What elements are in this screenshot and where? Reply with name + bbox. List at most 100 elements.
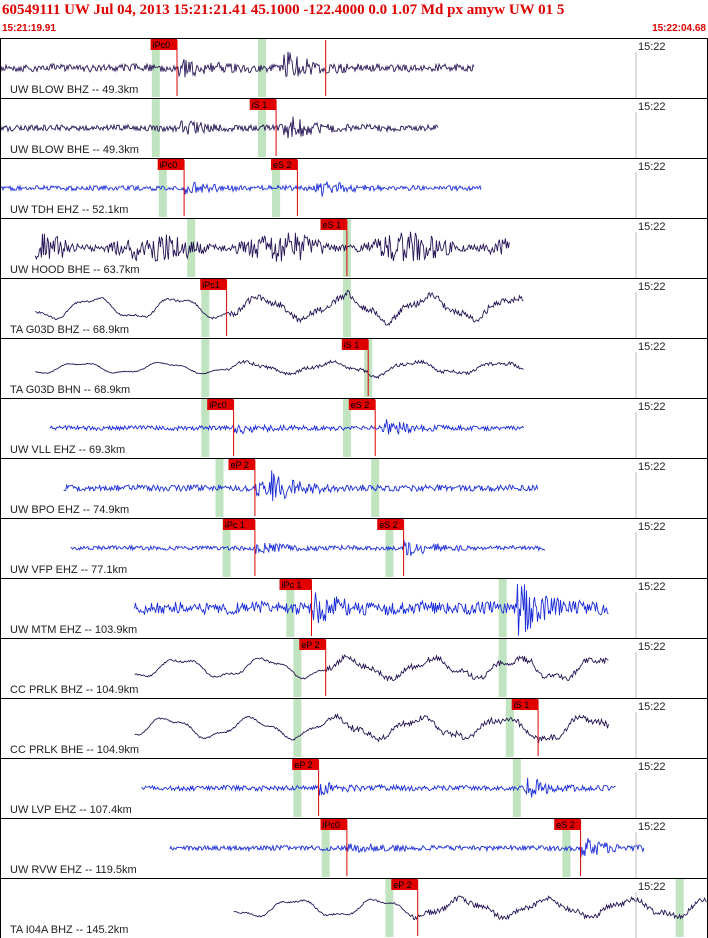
pick-flag: [222, 519, 255, 530]
station-label: UW BPO EHZ -- 74.9km: [10, 504, 129, 516]
trace-panel: iPc0 15:22 UW BLOW BHZ -- 49.3km: [0, 38, 708, 99]
pick-label: eP 2: [294, 760, 312, 770]
station-label: UW MTM EHZ -- 103.9km: [10, 624, 137, 636]
trace-panel: eP 2 15:22 UW LVP EHZ -- 107.4km: [0, 758, 708, 819]
pick-label: eS 2: [273, 160, 292, 170]
trace-panel: iPc0 eS 2 15:22 UW VLL EHZ -- 69.3km: [0, 398, 708, 459]
station-label: UW HOOD BHE -- 63.7km: [10, 264, 140, 276]
arrival-band: [258, 99, 266, 157]
arrival-band: [371, 459, 380, 517]
waveform: [134, 583, 609, 636]
waveform: [0, 116, 439, 139]
pick-flag: [348, 399, 376, 410]
pick-flag: [554, 819, 581, 830]
arrival-band: [293, 699, 302, 757]
time-tick-label: 15:22: [638, 581, 666, 593]
time-tick-label: 15:22: [638, 401, 666, 413]
pick-label: eS 2: [379, 520, 398, 530]
arrival-band: [498, 639, 507, 697]
pick-label: iPc0: [160, 160, 178, 170]
station-label: UW BLOW BHE -- 49.3km: [10, 144, 139, 156]
station-label: UW TDH EHZ -- 52.1km: [10, 204, 128, 216]
time-tick-label: 15:22: [638, 101, 666, 113]
pick-label: iPc 1: [225, 520, 245, 530]
pick-label: eP 2: [393, 880, 411, 890]
pick-label: iPc1: [202, 280, 220, 290]
trace-panel: iS 1 15:22 CC PRLK BHE -- 104.9km: [0, 698, 708, 759]
station-label: UW LVP EHZ -- 107.4km: [10, 804, 132, 816]
pick-flag: [157, 159, 185, 170]
arrival-band: [222, 519, 231, 577]
event-title: 60549111 UW Jul 04, 2013 15:21:21.41 45.…: [2, 2, 565, 18]
trace-panel: iPc0 eS 2 15:22 UW TDH EHZ -- 52.1km: [0, 158, 708, 219]
waveform: [49, 419, 524, 435]
time-tick-label: 15:22: [638, 221, 666, 233]
pick-label: eS 2: [556, 820, 575, 830]
trace-panel: iS 1 15:22 UW BLOW BHE -- 49.3km: [0, 98, 708, 159]
waveform: [134, 653, 609, 682]
waveform: [141, 777, 616, 798]
pick-label: iPc 1: [282, 580, 302, 590]
trace-panel: iPc1 15:22 TA G03D BHZ -- 68.9km: [0, 278, 708, 339]
pick-flag: [207, 399, 234, 410]
pick-label: iS 1: [252, 100, 268, 110]
trace-panel: iPc 1 eS 2 15:22 UW VFP EHZ -- 77.1km: [0, 518, 708, 579]
pick-flag: [228, 459, 255, 470]
pick-label: eP 2: [301, 640, 319, 650]
time-tick-label: 15:22: [638, 701, 666, 713]
time-tick-label: 15:22: [638, 161, 666, 173]
pick-label: eS 1: [323, 220, 342, 230]
trace-panel: eP 2 15:22 TA I04A BHZ -- 145.2km: [0, 878, 708, 938]
pick-flag: [377, 519, 404, 530]
pick-label: iS 1: [514, 700, 530, 710]
trace-panel: iS 1 15:22 TA G03D BHN -- 68.9km: [0, 338, 708, 399]
pick-flag: [200, 279, 227, 290]
station-label: UW BLOW BHZ -- 49.3km: [10, 84, 138, 96]
pick-flag: [271, 159, 298, 170]
time-tick-label: 15:22: [638, 521, 666, 533]
pick-flag: [320, 219, 347, 230]
pick-label: eP 2: [231, 460, 249, 470]
arrival-band: [151, 39, 160, 97]
station-label: TA I04A BHZ -- 145.2km: [10, 924, 128, 936]
waveform: [169, 838, 645, 858]
waveform: [35, 289, 524, 327]
waveform: [63, 470, 539, 502]
station-label: CC PRLK BHZ -- 104.9km: [10, 684, 138, 696]
arrival-band: [293, 639, 302, 697]
pick-label: iS 1: [344, 340, 360, 350]
waveform: [70, 539, 546, 557]
trace-panel: iPc0 eS 2 15:22 UW RVW EHZ -- 119.5km: [0, 818, 708, 879]
waveform: [134, 712, 609, 744]
pick-flag: [150, 39, 177, 50]
station-label: UW VFP EHZ -- 77.1km: [10, 564, 127, 576]
pick-label: eS 2: [351, 400, 370, 410]
pick-flag: [320, 819, 347, 830]
arrival-band: [201, 339, 210, 397]
arrival-band: [512, 759, 521, 817]
arrival-band: [505, 699, 514, 757]
pick-flag: [511, 699, 539, 710]
time-tick-label: 15:22: [638, 281, 666, 293]
station-label: CC PRLK BHE -- 104.9km: [10, 744, 139, 756]
arrival-band: [342, 279, 351, 337]
pick-label: iPc0: [209, 400, 227, 410]
waveform: [233, 895, 707, 921]
time-tick-label: 15:22: [638, 761, 666, 773]
waveform: [34, 231, 510, 262]
arrival-band: [293, 759, 302, 817]
arrival-band: [498, 579, 507, 637]
pick-label: iPc0: [323, 820, 341, 830]
time-end: 15:22:04.68: [652, 23, 706, 34]
pick-flag: [279, 579, 312, 590]
time-tick-label: 15:22: [638, 881, 666, 893]
pick-flag: [299, 639, 326, 650]
arrival-band: [385, 879, 394, 937]
arrival-band: [158, 159, 167, 217]
station-label: UW VLL EHZ -- 69.3km: [10, 444, 125, 456]
time-tick-label: 15:22: [638, 41, 666, 53]
arrival-band: [201, 279, 210, 337]
trace-panel: eP 2 15:22 CC PRLK BHZ -- 104.9km: [0, 638, 708, 699]
pick-flag: [249, 99, 277, 110]
